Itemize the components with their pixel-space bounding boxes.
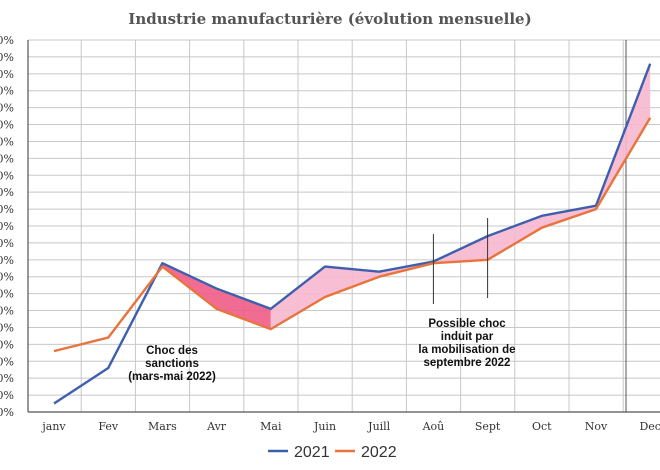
annotation-line: Choc des bbox=[146, 345, 198, 357]
legend: 2021 2022 bbox=[268, 444, 397, 461]
x-tick-label: Mars bbox=[148, 420, 177, 433]
x-tick-label: Dec bbox=[639, 420, 660, 433]
x-tick-label: Fev bbox=[98, 420, 119, 433]
line-chart: Industrie manufacturière (évolution mens… bbox=[0, 0, 660, 470]
y-tick-label: 0% bbox=[0, 220, 14, 233]
x-tick-label: Juill bbox=[367, 420, 391, 433]
x-tick-label: Mai bbox=[260, 420, 282, 433]
annotation-line: (mars-mai 2022) bbox=[128, 371, 216, 383]
y-tick-label: 0% bbox=[0, 51, 14, 64]
x-tick-label: Avr bbox=[206, 420, 227, 433]
x-axis-ticks: janv Fev Mars Avr Mai Juin Juill Aoû Sept Oct Nov D… bbox=[40, 420, 660, 433]
legend-label: 2022 bbox=[361, 444, 397, 461]
y-tick-label: 0% bbox=[0, 34, 14, 47]
y-tick-label: 0% bbox=[0, 119, 14, 132]
x-tick-label: Aoû bbox=[422, 420, 445, 433]
y-tick-label: 0% bbox=[0, 135, 14, 148]
y-tick-label: 0% bbox=[0, 271, 14, 284]
gridlines bbox=[28, 40, 660, 412]
fill-area-sanctions bbox=[162, 263, 270, 329]
y-tick-label: 0% bbox=[0, 68, 14, 81]
y-tick-label: 0% bbox=[0, 203, 14, 216]
y-tick-label: 0% bbox=[0, 338, 14, 351]
y-tick-label: 0% bbox=[0, 355, 14, 368]
y-axis-ticks: 0% 0% 0% 0% 0% 0% 0% 0% 0% 0% 0% 0% 0% 0% 0% 0% 0% 0% 0% 0%… bbox=[0, 34, 14, 419]
chart-title: Industrie manufacturière (évolution mens… bbox=[128, 10, 531, 28]
y-tick-label: 0% bbox=[0, 152, 14, 165]
y-tick-label: 0% bbox=[0, 321, 14, 334]
x-tick-label: Oct bbox=[532, 420, 552, 433]
y-tick-label: 0% bbox=[0, 406, 14, 419]
y-tick-label: 0% bbox=[0, 389, 14, 402]
annotation-line: la mobilisation de bbox=[418, 344, 515, 356]
y-tick-label: 0% bbox=[0, 169, 14, 182]
x-tick-label: Juin bbox=[313, 420, 336, 433]
chart-container: Industrie manufacturière (évolution mens… bbox=[0, 0, 660, 470]
y-tick-label: 0% bbox=[0, 288, 14, 301]
x-tick-label: Sept bbox=[475, 420, 501, 433]
x-tick-label: janv bbox=[40, 420, 66, 433]
y-tick-label: 0% bbox=[0, 372, 14, 385]
annotation-line: septembre 2022 bbox=[424, 357, 511, 369]
y-tick-label: 0% bbox=[0, 305, 14, 318]
y-tick-label: 0% bbox=[0, 102, 14, 115]
annotation-line: induit par bbox=[441, 331, 494, 343]
annotation-line: sanctions bbox=[145, 358, 199, 370]
y-tick-label: 0% bbox=[0, 237, 14, 250]
y-tick-label: 0% bbox=[0, 85, 14, 98]
legend-label: 2021 bbox=[294, 444, 330, 461]
y-tick-label: 0% bbox=[0, 254, 14, 267]
annotation-line: Possible choc bbox=[428, 318, 506, 330]
x-tick-label: Nov bbox=[585, 420, 608, 433]
y-tick-label: 0% bbox=[0, 186, 14, 199]
